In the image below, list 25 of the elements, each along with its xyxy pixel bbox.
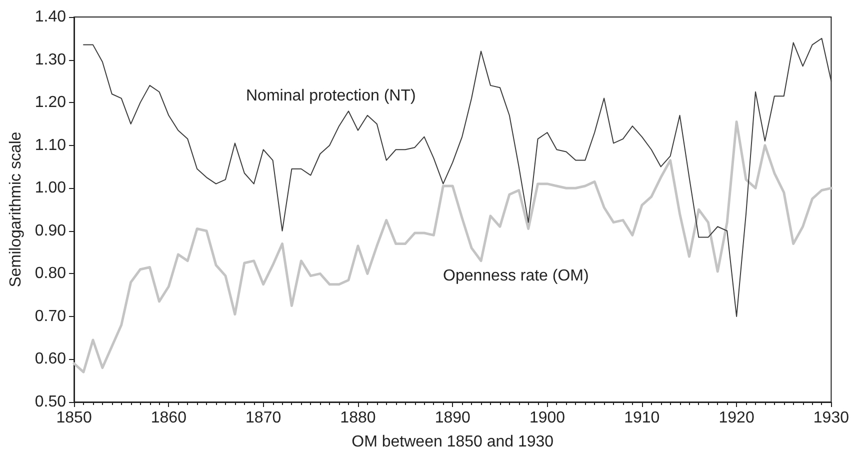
- x-tick-label: 1930: [813, 410, 850, 426]
- text: Openness rate (OM): [443, 268, 589, 284]
- x-tick-label: 1910: [624, 410, 660, 426]
- line-series: [72, 120, 832, 374]
- y-tick-label: 0.60: [34, 350, 66, 368]
- y-tick-label: 0.70: [34, 308, 66, 325]
- line-series: [83, 38, 832, 317]
- x-tick-label: 1880: [340, 410, 376, 426]
- y-tick-label: 0.80: [34, 265, 66, 282]
- x-tick-label: 1890: [434, 410, 471, 426]
- x-tick-label: 1850: [56, 410, 92, 426]
- series-label: Nominal protection (NT): [246, 88, 416, 104]
- y-tick-label: 1.20: [34, 94, 66, 112]
- y-tick-label: 1.40: [34, 8, 66, 26]
- y-axis-title: Semilogarithmic scale: [8, 132, 24, 288]
- y-tick-label: 1.10: [34, 136, 66, 154]
- x-tick-label: 1920: [718, 410, 754, 426]
- y-tick-label: 1.30: [34, 51, 66, 68]
- y-tick-label: 1.00: [34, 180, 66, 197]
- x-axis-title: OM between 1850 and 1930: [352, 434, 554, 450]
- x-tick-label: 1900: [529, 410, 566, 426]
- x-tick-label: 1870: [246, 410, 282, 426]
- y-tick-label: 0.90: [34, 222, 66, 240]
- x-tick-label: 1860: [150, 410, 187, 426]
- y-tick-label: 0.50: [34, 394, 66, 410]
